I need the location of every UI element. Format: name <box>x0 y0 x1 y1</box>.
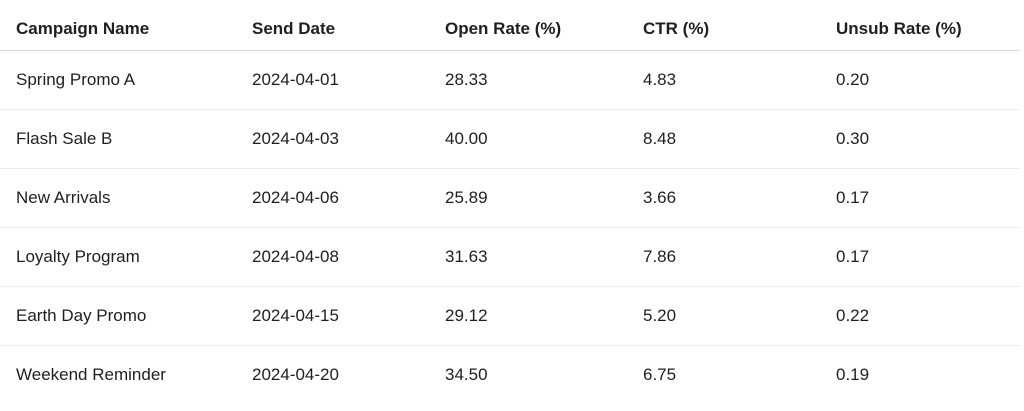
table-cell: 0.19 <box>836 365 870 384</box>
table-cell: 3.66 <box>643 188 677 207</box>
table-cell: 0.17 <box>836 247 870 266</box>
table-cell: Weekend Reminder <box>16 365 166 384</box>
table-cell: 2024-04-15 <box>252 306 339 325</box>
header-cell: Unsub Rate (%) <box>836 19 962 38</box>
table-cell: 2024-04-01 <box>252 70 339 89</box>
table-cell: 2024-04-03 <box>252 129 339 148</box>
table-cell: Flash Sale B <box>16 129 113 148</box>
table-cell: 28.33 <box>445 70 488 89</box>
table-cell: 0.30 <box>836 129 870 148</box>
table-cell: 2024-04-06 <box>252 188 339 207</box>
table-row: Flash Sale B 2024-04-03 40.00 8.48 0.30 <box>0 110 1020 169</box>
header-cell: Send Date <box>252 19 336 38</box>
table-cell: 0.17 <box>836 188 870 207</box>
table-cell: 34.50 <box>445 365 488 384</box>
table-row: New Arrivals 2024-04-06 25.89 3.66 0.17 <box>0 169 1020 228</box>
table-cell: 0.22 <box>836 306 870 325</box>
table-row: Loyalty Program 2024-04-08 31.63 7.86 0.17 <box>0 228 1020 287</box>
table-cell: 2024-04-20 <box>252 365 339 384</box>
table-cell: 25.89 <box>445 188 488 207</box>
header-cell: CTR (%) <box>643 19 710 38</box>
table-cell: 29.12 <box>445 306 488 325</box>
table-cell: 0.20 <box>836 70 870 89</box>
table-row: Earth Day Promo 2024-04-15 29.12 5.20 0.22 <box>0 287 1020 346</box>
header-row: Campaign Name Send Date Open Rate (%) CTR (… <box>0 8 1020 51</box>
table-cell: 7.86 <box>643 247 677 266</box>
table-row: Weekend Reminder 2024-04-20 34.50 6.75 0.19 <box>0 346 1020 404</box>
table-cell: 8.48 <box>643 129 677 148</box>
table-row: Spring Promo A 2024-04-01 28.33 4.83 0.20 <box>0 51 1020 110</box>
table-cell: 31.63 <box>445 247 488 266</box>
table-cell: 6.75 <box>643 365 677 384</box>
table-cell: Earth Day Promo <box>16 306 147 325</box>
header-cell: Open Rate (%) <box>445 19 562 38</box>
table-cell: 40.00 <box>445 129 488 148</box>
table-cell: 2024-04-08 <box>252 247 339 266</box>
table-cell: 5.20 <box>643 306 677 325</box>
table-cell: New Arrivals <box>16 188 111 207</box>
header-cell: Campaign Name <box>16 19 150 38</box>
table-cell: 4.83 <box>643 70 677 89</box>
table-cell: Spring Promo A <box>16 70 136 89</box>
table-cell: Loyalty Program <box>16 247 140 266</box>
